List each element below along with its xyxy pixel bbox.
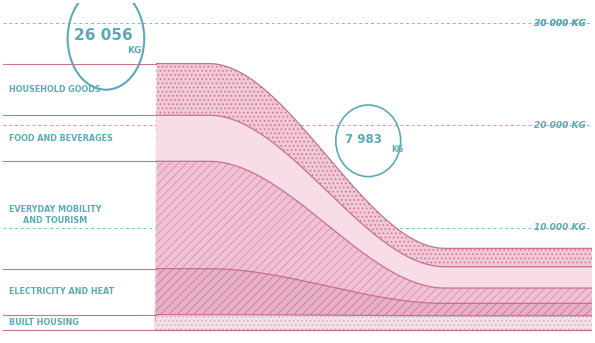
Text: ELECTRICITY AND HEAT: ELECTRICITY AND HEAT <box>9 287 114 296</box>
Text: KG: KG <box>127 46 142 55</box>
Text: 7 983: 7 983 <box>345 133 382 146</box>
Text: BUILT HOUSING: BUILT HOUSING <box>9 318 79 327</box>
Text: KG: KG <box>391 144 403 154</box>
Text: 30 000 KG: 30 000 KG <box>534 19 586 28</box>
Text: 30 000 KG: 30 000 KG <box>534 19 586 28</box>
Text: HOUSEHOLD GOODS: HOUSEHOLD GOODS <box>9 85 101 94</box>
Text: FOOD AND BEVERAGES: FOOD AND BEVERAGES <box>9 134 112 143</box>
Text: EVERYDAY MOBILITY
AND TOURISM: EVERYDAY MOBILITY AND TOURISM <box>9 205 101 225</box>
Text: 26 056: 26 056 <box>74 28 132 43</box>
Text: 20 000 KG: 20 000 KG <box>534 121 586 130</box>
Text: 10 000 KG: 10 000 KG <box>534 223 586 232</box>
